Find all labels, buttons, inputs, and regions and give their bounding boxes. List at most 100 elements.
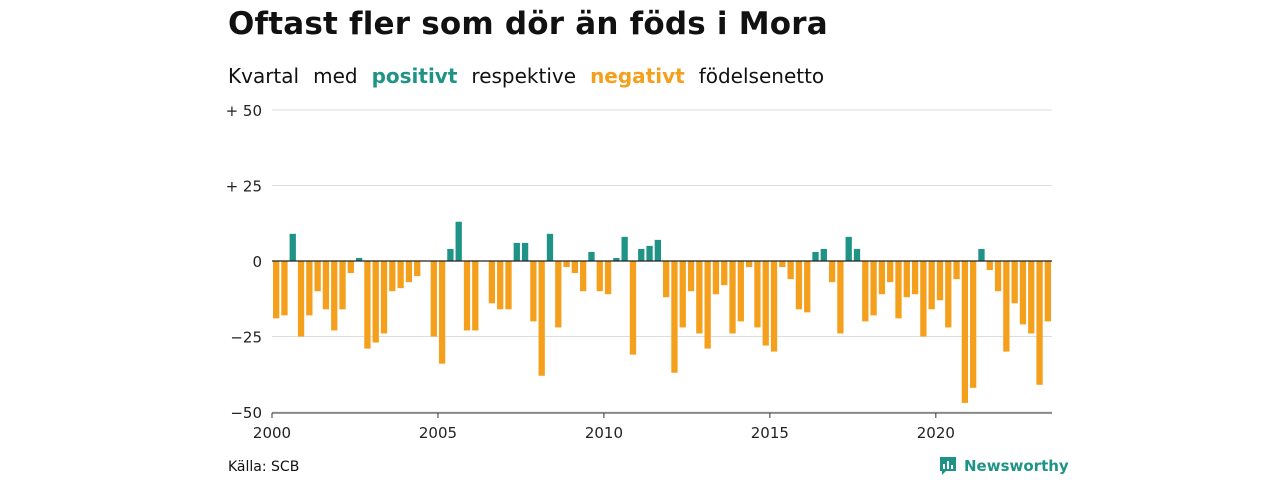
brand-logo: Newsworthy: [938, 456, 1069, 476]
brand-name: Newsworthy: [964, 457, 1069, 475]
subtitle-text-respektive: respektive: [471, 64, 577, 88]
bar: [355, 257, 363, 261]
bar: [712, 261, 720, 295]
bar: [405, 261, 413, 283]
bar: [306, 261, 313, 316]
bar: [604, 261, 612, 295]
chart-subtitle: Kvartal med positivt respektive negativt föde…: [228, 64, 838, 88]
bar: [795, 261, 803, 310]
bar: [273, 261, 280, 319]
bar: [289, 233, 296, 261]
subtitle-text-fodelsenetto: födelsenetto: [698, 64, 825, 88]
x-tick-label: 2020: [917, 424, 955, 442]
bar: [347, 261, 354, 274]
bar: [571, 261, 579, 274]
bar: [414, 261, 421, 277]
y-tick-label: + 25: [226, 178, 262, 196]
newsworthy-logo-icon: [940, 457, 956, 475]
bar: [887, 261, 894, 283]
bar: [845, 236, 852, 261]
bar: [704, 261, 711, 349]
bar: [447, 248, 454, 261]
bar: [920, 261, 927, 337]
bar: [555, 261, 562, 328]
bar: [1028, 261, 1035, 334]
bar: [911, 261, 919, 295]
bar: [754, 261, 761, 328]
bar: [663, 261, 670, 298]
bar: [721, 261, 728, 286]
bar: [463, 261, 471, 331]
bar: [497, 261, 504, 310]
bar: [1044, 261, 1051, 322]
bar: [1019, 261, 1027, 325]
bar: [837, 261, 844, 334]
bar: [331, 261, 338, 331]
bar: [671, 261, 678, 373]
bar: [878, 261, 886, 295]
bar: [853, 248, 861, 261]
bar: [762, 261, 769, 346]
bar: [903, 261, 910, 298]
y-tick-label: −50: [230, 404, 262, 422]
bar: [862, 261, 869, 322]
bar: [895, 261, 902, 319]
bar: [621, 236, 628, 261]
bar: [430, 261, 437, 337]
bar: [629, 261, 637, 355]
bar: [538, 261, 545, 376]
bar: [472, 261, 479, 331]
y-tick-label: −25: [230, 329, 262, 347]
bar: [397, 261, 404, 289]
bar: [787, 261, 794, 280]
legend-negative: negativt: [590, 64, 685, 88]
bar: [314, 261, 321, 292]
y-tick-label: + 50: [226, 102, 262, 120]
y-tick-label: 0: [252, 253, 262, 271]
bar: [438, 261, 446, 364]
x-tick-label: 2005: [419, 424, 457, 442]
bar: [596, 261, 603, 292]
bar: [546, 233, 554, 261]
bar: [297, 261, 305, 337]
bar: [281, 261, 288, 316]
bar: [488, 261, 496, 304]
bar: [613, 257, 620, 261]
bar: [828, 261, 836, 283]
bar: [737, 261, 744, 322]
bar: [978, 248, 985, 261]
bar: [1003, 261, 1010, 352]
bar: [953, 261, 960, 280]
bar: [364, 261, 371, 349]
bar: [646, 245, 653, 261]
source-note: Källa: SCB: [228, 459, 300, 475]
bar: [770, 261, 778, 352]
bar: [729, 261, 736, 334]
bar: [812, 251, 819, 261]
bar: [870, 261, 877, 316]
bar: [986, 261, 993, 271]
bar: [820, 248, 827, 261]
bar: [994, 261, 1002, 292]
bar: [679, 261, 686, 328]
bar: [945, 261, 952, 328]
bar: [745, 261, 753, 268]
bar: [928, 261, 935, 310]
x-tick-label: 2015: [751, 424, 789, 442]
subtitle-text-kvartal: Kvartal: [228, 64, 300, 88]
bar: [687, 261, 695, 292]
bar: [588, 251, 595, 261]
legend-positive: positivt: [371, 64, 458, 88]
bar: [779, 261, 786, 268]
bar: [455, 221, 462, 261]
subtitle-text-med: med: [313, 64, 358, 88]
bar: [372, 261, 379, 343]
bar: [1011, 261, 1018, 304]
bar: [638, 248, 645, 261]
x-tick-label: 2000: [253, 424, 291, 442]
bar: [389, 261, 396, 292]
bar: [1036, 261, 1043, 385]
x-tick-label: 2010: [585, 424, 623, 442]
bar: [339, 261, 346, 310]
